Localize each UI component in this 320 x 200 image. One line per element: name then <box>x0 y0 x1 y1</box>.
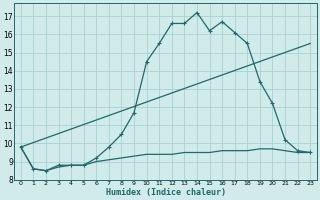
X-axis label: Humidex (Indice chaleur): Humidex (Indice chaleur) <box>106 188 226 197</box>
